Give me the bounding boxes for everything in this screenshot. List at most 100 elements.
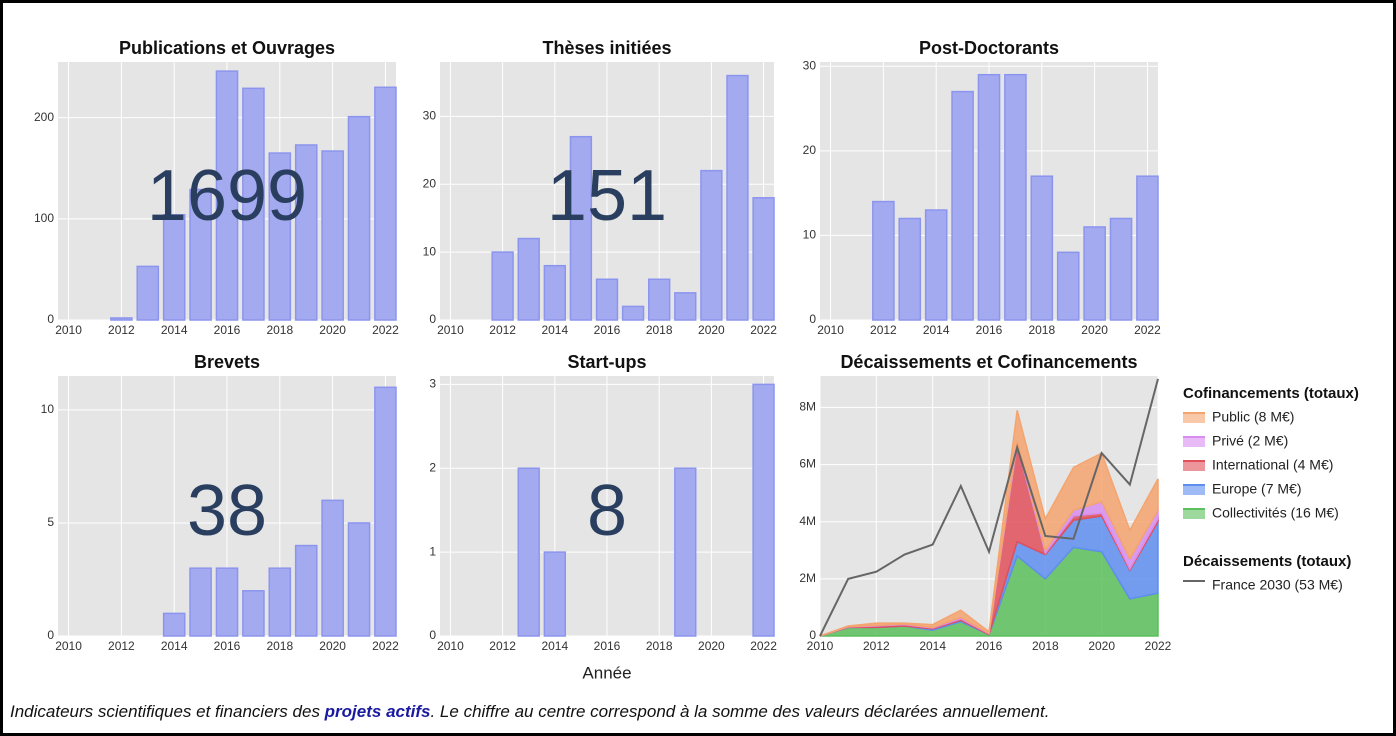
x-tick-label: 2022 (750, 323, 777, 337)
x-tick-label: 2010 (437, 639, 464, 653)
x-tick-label: 2022 (372, 639, 399, 653)
total-label: 38 (187, 471, 267, 551)
y-tick-label: 20 (803, 143, 817, 157)
bar (517, 237, 540, 321)
x-tick-label: 2022 (750, 639, 777, 653)
bar (1083, 226, 1106, 321)
bar (136, 265, 160, 321)
bar (872, 200, 895, 321)
x-tick-label: 2012 (489, 639, 516, 653)
x-tick-label: 2010 (55, 323, 82, 337)
bar (543, 264, 566, 321)
y-tick-label: 5 (47, 515, 54, 529)
bar (569, 135, 593, 321)
x-tick-label: 2018 (266, 323, 293, 337)
bar (242, 87, 265, 321)
bar (189, 567, 212, 637)
caption: Indicateurs scientifiques et financiers … (10, 702, 1049, 722)
chart-title: Start-ups (567, 352, 646, 372)
bar (1030, 175, 1054, 321)
chart-title: Post-Doctorants (919, 38, 1059, 58)
x-tick-label: 2012 (863, 639, 890, 653)
caption-link[interactable]: projets actifs (324, 702, 431, 721)
caption-text: . Le chiffre au centre correspond à la s… (430, 702, 1050, 721)
y-tick-label: 10 (423, 244, 437, 258)
chart-title: Décaissements et Cofinancements (840, 352, 1137, 372)
bar (1109, 217, 1133, 321)
total-label: 151 (547, 156, 667, 236)
y-tick-label: 30 (423, 108, 437, 122)
y-tick-label: 3 (429, 377, 436, 391)
x-tick-label: 2010 (437, 323, 464, 337)
bar (294, 544, 318, 637)
x-tick-label: 2016 (976, 323, 1003, 337)
bar (977, 73, 1001, 321)
y-tick-label: 0 (47, 312, 54, 326)
legend-swatch (1183, 437, 1205, 447)
bar (162, 612, 186, 637)
bar (595, 278, 619, 321)
bar (726, 74, 749, 321)
bar (215, 567, 239, 637)
bar (621, 305, 645, 321)
bar (347, 115, 371, 321)
x-tick-label: 2010 (55, 639, 82, 653)
x-tick-label: 2014 (161, 639, 188, 653)
legend-swatch (1183, 509, 1205, 519)
legend-title: Décaissements (totaux) (1183, 553, 1351, 570)
x-tick-label: 2014 (919, 639, 946, 653)
y-tick-label: 2 (429, 460, 436, 474)
chart-title: Publications et Ouvrages (119, 38, 335, 58)
y-tick-label: 0 (47, 628, 54, 642)
y-tick-label: 200 (34, 110, 54, 124)
bar (543, 551, 566, 637)
bar (162, 214, 186, 321)
legend-label: Privé (2 M€) (1212, 433, 1288, 449)
x-tick-label: 2022 (1145, 639, 1172, 653)
x-tick-label: 2012 (108, 323, 135, 337)
x-tick-label: 2012 (870, 323, 897, 337)
bar (674, 292, 697, 321)
bar (374, 386, 397, 637)
x-tick-label: 2010 (807, 639, 834, 653)
x-tick-label: 2020 (698, 639, 725, 653)
bar (321, 499, 344, 637)
x-tick-label: 2014 (923, 323, 950, 337)
x-tick-label: 2010 (817, 323, 844, 337)
x-tick-label: 2012 (108, 639, 135, 653)
y-tick-label: 30 (803, 58, 817, 72)
legend-label: International (4 M€) (1212, 457, 1333, 473)
legend-swatch (1183, 413, 1205, 423)
bar (1004, 73, 1027, 321)
x-tick-label: 2016 (214, 639, 241, 653)
y-tick-label: 10 (803, 228, 817, 242)
x-tick-label: 2016 (594, 639, 621, 653)
x-tick-label: 2018 (1032, 639, 1059, 653)
bar (898, 217, 922, 321)
x-tick-label: 2014 (541, 639, 568, 653)
x-tick-label: 2018 (1028, 323, 1055, 337)
legend-label: France 2030 (53 M€) (1212, 577, 1343, 593)
y-tick-label: 8M (799, 400, 816, 414)
bar (110, 317, 133, 321)
y-tick-label: 0 (809, 312, 816, 326)
total-label: 1699 (147, 156, 307, 236)
bar (517, 467, 540, 637)
x-tick-label: 2020 (1081, 323, 1108, 337)
y-tick-label: 0 (429, 628, 436, 642)
y-tick-label: 100 (34, 211, 54, 225)
x-tick-label: 2016 (214, 323, 241, 337)
x-tick-label: 2018 (266, 639, 293, 653)
x-tick-label: 2014 (541, 323, 568, 337)
y-tick-label: 20 (423, 176, 437, 190)
bar (752, 383, 775, 637)
legend-swatch (1183, 461, 1205, 471)
legend-label: Public (8 M€) (1212, 409, 1294, 425)
x-axis-label: Année (582, 663, 631, 682)
bar (294, 144, 318, 321)
bar (268, 152, 292, 321)
bar (951, 90, 974, 321)
bar (1056, 251, 1080, 321)
